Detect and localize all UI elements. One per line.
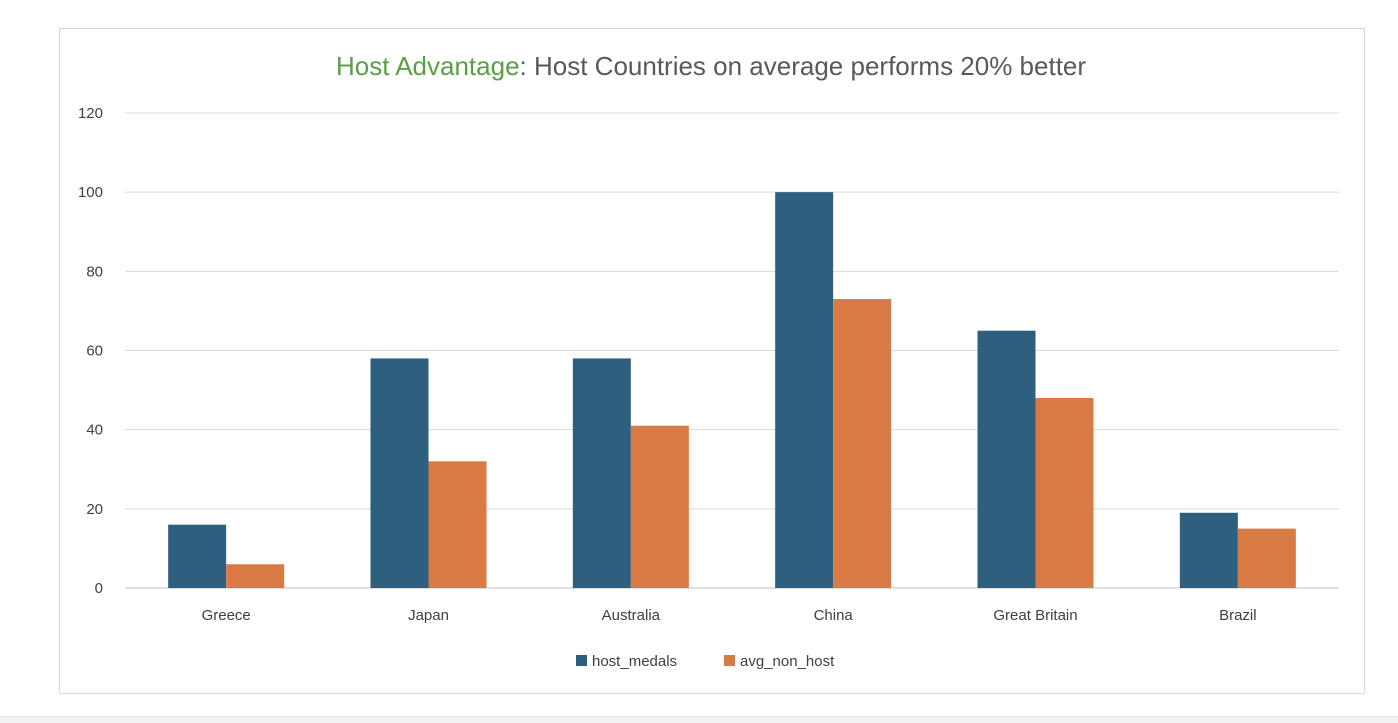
x-tick-label: Brazil: [1219, 607, 1257, 624]
chart-title: Host Advantage: Host Countries on averag…: [336, 51, 1086, 81]
x-axis: Greece Japan Australia China Great Britain Br…: [202, 607, 1257, 624]
window-bottom-strip: [0, 716, 1398, 723]
x-tick-label: Greece: [202, 607, 251, 624]
x-tick-label: China: [814, 607, 854, 624]
bar-avg_non_host-china: [833, 299, 892, 588]
legend-swatch-avg_non_host: [724, 655, 735, 666]
x-tick-label: Australia: [602, 607, 661, 624]
bar-host_medals-japan: [370, 358, 429, 588]
y-tick-label: 60: [86, 343, 103, 360]
legend-swatch-host_medals: [576, 655, 587, 666]
chart-title-rest: : Host Countries on average performs 20%…: [520, 51, 1087, 81]
y-tick-label: 100: [78, 184, 103, 201]
y-tick-label: 20: [86, 501, 103, 518]
legend-label-avg_non_host: avg_non_host: [740, 653, 835, 670]
y-axis: 0 20 40 60 80 100 120: [78, 105, 103, 597]
bar-avg_non_host-brazil: [1237, 528, 1296, 588]
x-tick-label: Great Britain: [993, 607, 1077, 624]
bar-host_medals-brazil: [1179, 512, 1238, 588]
y-tick-label: 0: [95, 580, 103, 597]
y-tick-label: 120: [78, 105, 103, 122]
chart-title-highlight: Host Advantage: [336, 51, 520, 81]
bar-host_medals-australia: [572, 358, 631, 588]
legend: host_medals avg_non_host: [576, 653, 835, 670]
bar-host_medals-china: [775, 192, 834, 588]
gridlines: [125, 112, 1339, 589]
y-tick-label: 40: [86, 422, 103, 439]
bar-avg_non_host-australia: [630, 425, 689, 588]
bar-avg_non_host-greece: [226, 564, 285, 588]
bar-host_medals-great-britain: [977, 330, 1036, 588]
y-tick-label: 80: [86, 263, 103, 280]
legend-label-host_medals: host_medals: [592, 653, 677, 670]
bar-avg_non_host-japan: [428, 461, 487, 588]
bars: [168, 192, 1296, 588]
bar-avg_non_host-great-britain: [1035, 398, 1094, 588]
x-tick-label: Japan: [408, 607, 449, 624]
bar-host_medals-greece: [168, 524, 227, 588]
